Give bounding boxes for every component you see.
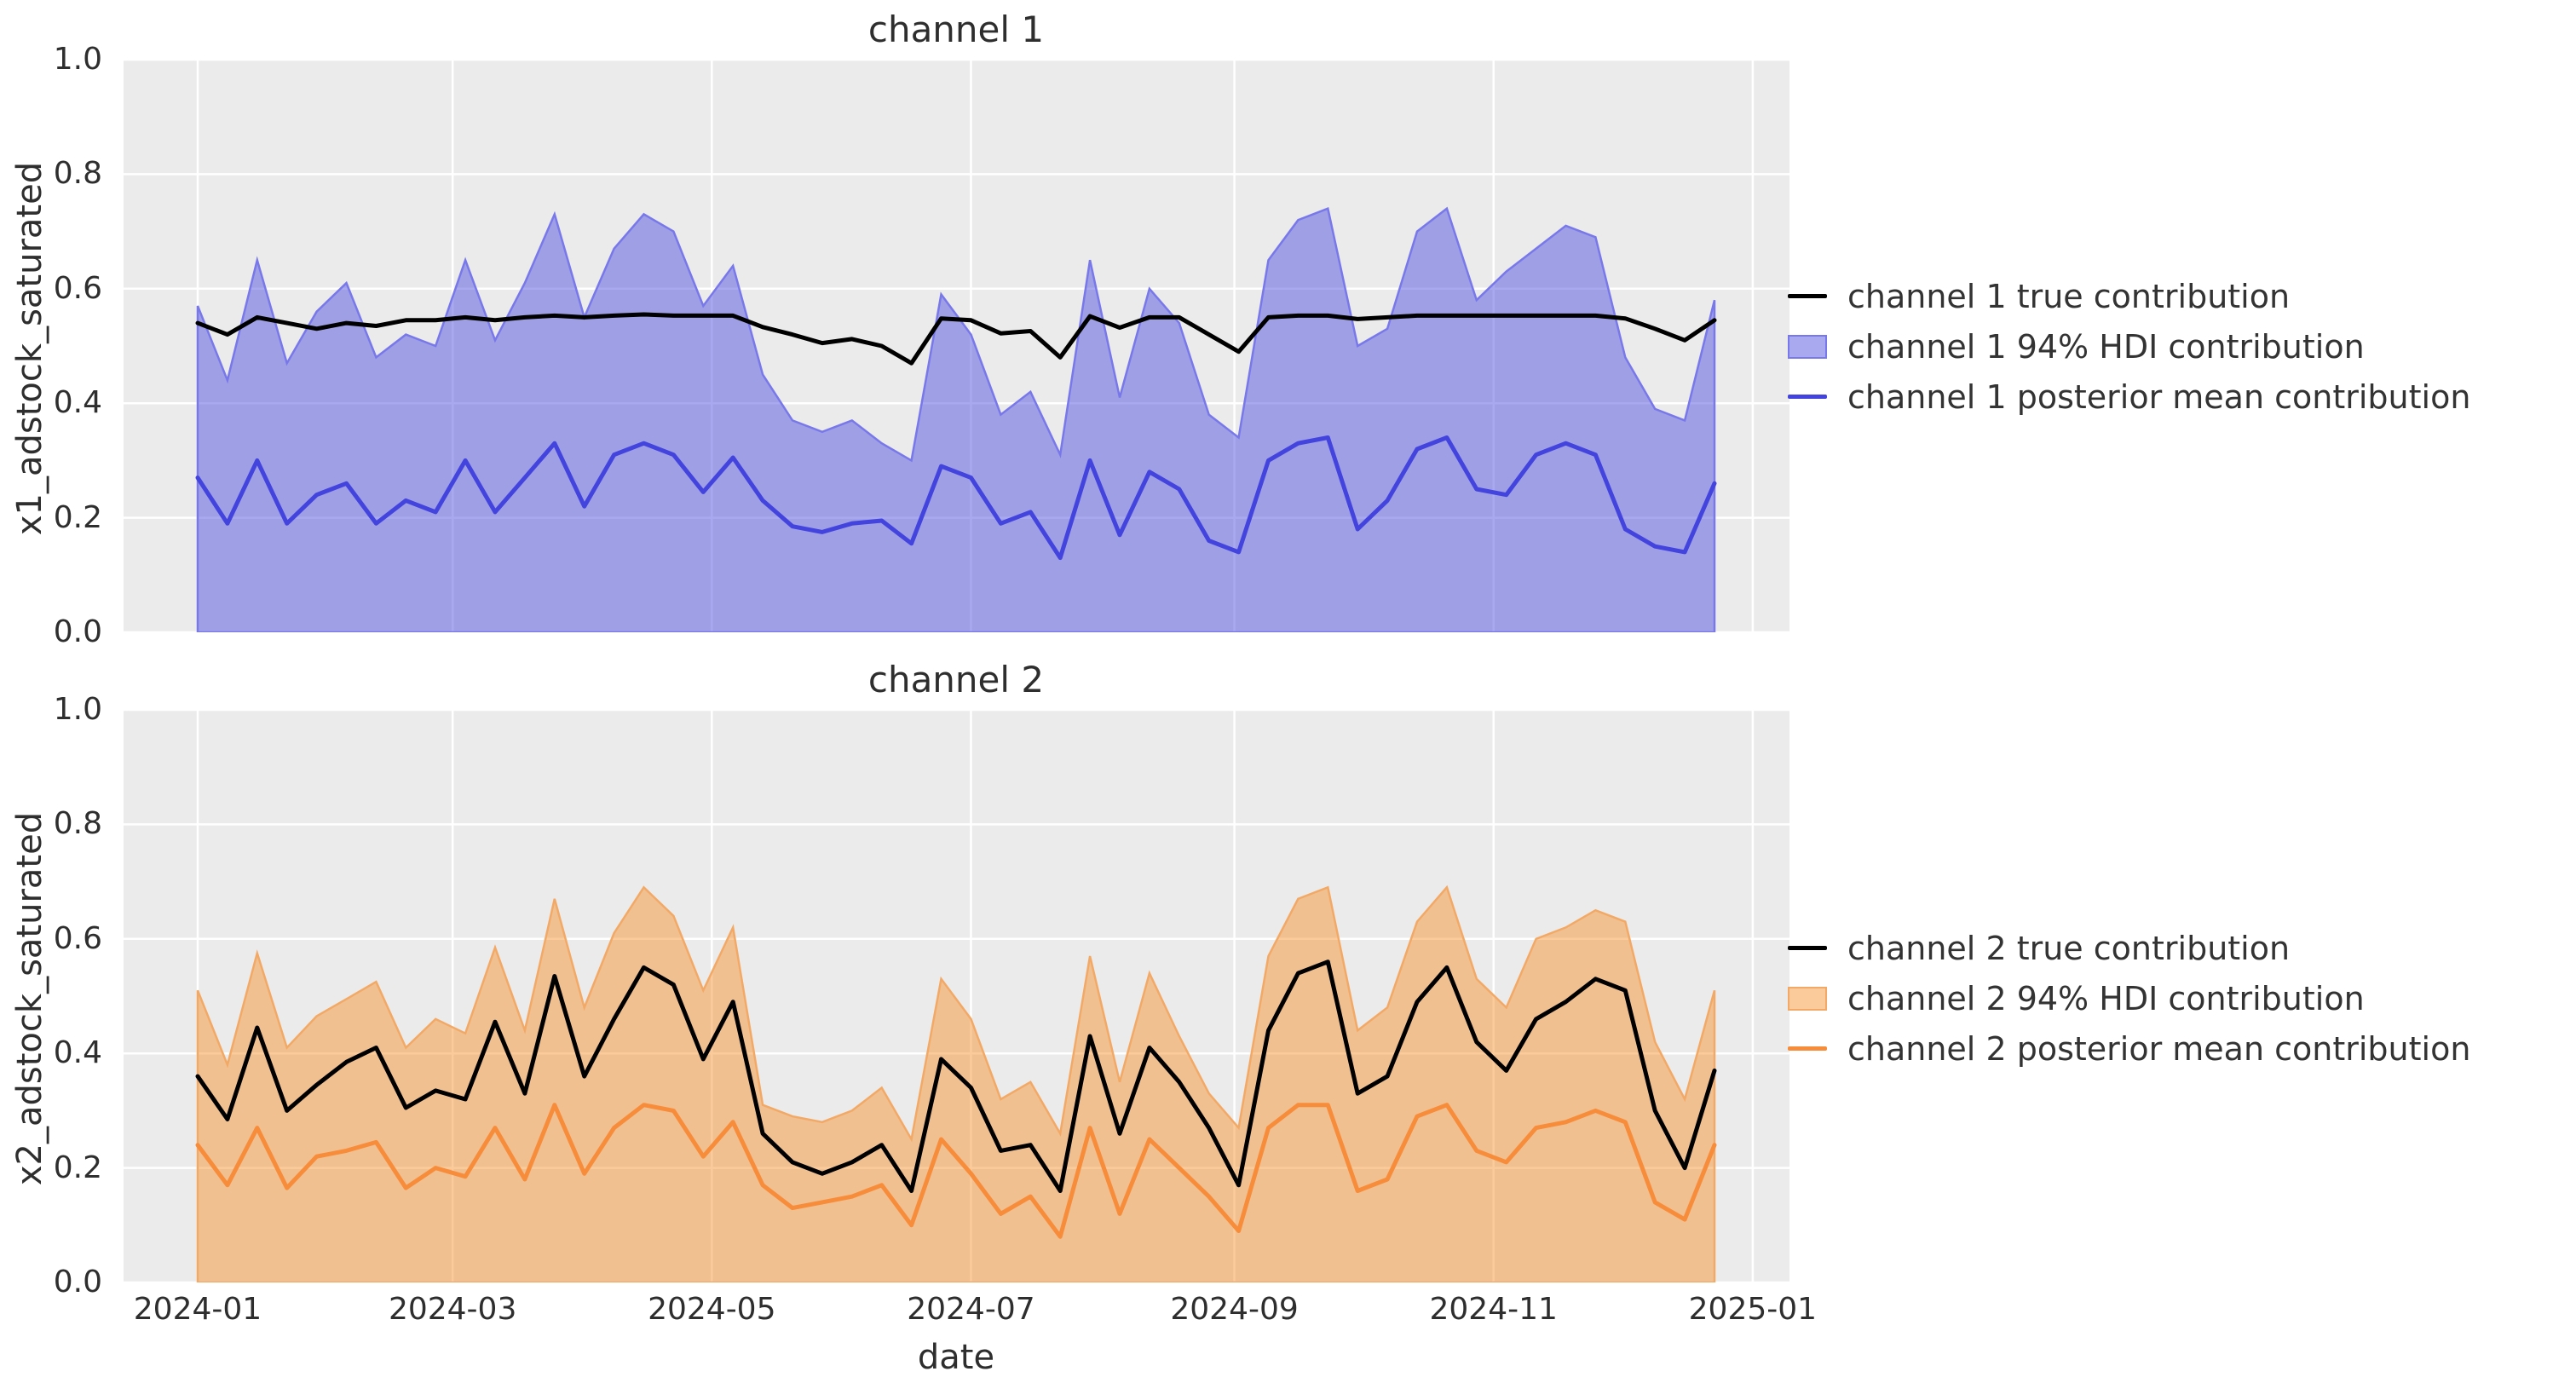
x-axis-label: date bbox=[917, 1338, 995, 1377]
legend-item: channel 2 true contribution bbox=[1788, 923, 2470, 973]
legend-item: channel 2 posterior mean contribution bbox=[1788, 1023, 2470, 1074]
legend-item: channel 1 posterior mean contribution bbox=[1788, 372, 2470, 422]
y-tick-label: 0.2 bbox=[53, 499, 102, 535]
chart1-title: channel 1 bbox=[867, 9, 1045, 50]
chart1-canvas bbox=[124, 60, 1789, 632]
chart1-legend: channel 1 true contribution channel 1 94%… bbox=[1788, 271, 2470, 422]
x-tick-label: 2024-11 bbox=[1429, 1292, 1558, 1327]
y-tick-label: 0.8 bbox=[53, 806, 102, 842]
x-tick-label: 2024-07 bbox=[907, 1292, 1035, 1327]
legend-band-swatch bbox=[1788, 986, 1827, 1011]
chart2-title: channel 2 bbox=[867, 659, 1045, 700]
y-tick-label: 0.2 bbox=[53, 1150, 102, 1185]
true-contribution-line bbox=[195, 312, 1717, 366]
legend-band-swatch bbox=[1788, 334, 1827, 359]
x-tick-label: 2024-01 bbox=[133, 1292, 262, 1327]
y-tick-label: 0.4 bbox=[53, 385, 102, 421]
legend-line-swatch bbox=[1788, 294, 1827, 298]
posterior-mean-line bbox=[195, 435, 1717, 561]
y-tick-label: 1.0 bbox=[53, 692, 102, 727]
legend-line-swatch bbox=[1788, 946, 1827, 950]
legend-item: channel 1 true contribution bbox=[1788, 271, 2470, 321]
y-tick-label: 0.8 bbox=[53, 156, 102, 192]
chart2-canvas bbox=[124, 710, 1789, 1282]
legend-item: channel 2 94% HDI contribution bbox=[1788, 973, 2470, 1023]
true-contribution-line bbox=[195, 959, 1717, 1193]
x-tick-label: 2024-05 bbox=[648, 1292, 776, 1327]
x-tick-label: 2024-09 bbox=[1170, 1292, 1299, 1327]
y-tick-label: 0.6 bbox=[53, 920, 102, 956]
x-tick-label: 2025-01 bbox=[1688, 1292, 1818, 1327]
legend-line-swatch bbox=[1788, 1046, 1827, 1051]
legend-line-swatch bbox=[1788, 395, 1827, 399]
legend-label: channel 1 true contribution bbox=[1847, 277, 2291, 315]
legend-label: channel 2 true contribution bbox=[1847, 929, 2291, 967]
legend-label: channel 2 posterior mean contribution bbox=[1847, 1029, 2471, 1068]
legend-item: channel 1 94% HDI contribution bbox=[1788, 321, 2470, 372]
y-tick-label: 1.0 bbox=[53, 42, 102, 77]
legend-label: channel 1 posterior mean contribution bbox=[1847, 377, 2471, 416]
y-tick-label: 0.6 bbox=[53, 270, 102, 306]
x-tick-label: 2024-03 bbox=[388, 1292, 517, 1327]
y-tick-label: 0.0 bbox=[53, 1265, 102, 1299]
y-tick-label: 0.0 bbox=[53, 614, 102, 649]
y-tick-label: 0.4 bbox=[53, 1035, 102, 1071]
legend-label: channel 1 94% HDI contribution bbox=[1847, 327, 2365, 366]
legend-label: channel 2 94% HDI contribution bbox=[1847, 979, 2365, 1017]
chart2-legend: channel 2 true contribution channel 2 94%… bbox=[1788, 923, 2470, 1074]
posterior-mean-line bbox=[195, 1103, 1717, 1239]
